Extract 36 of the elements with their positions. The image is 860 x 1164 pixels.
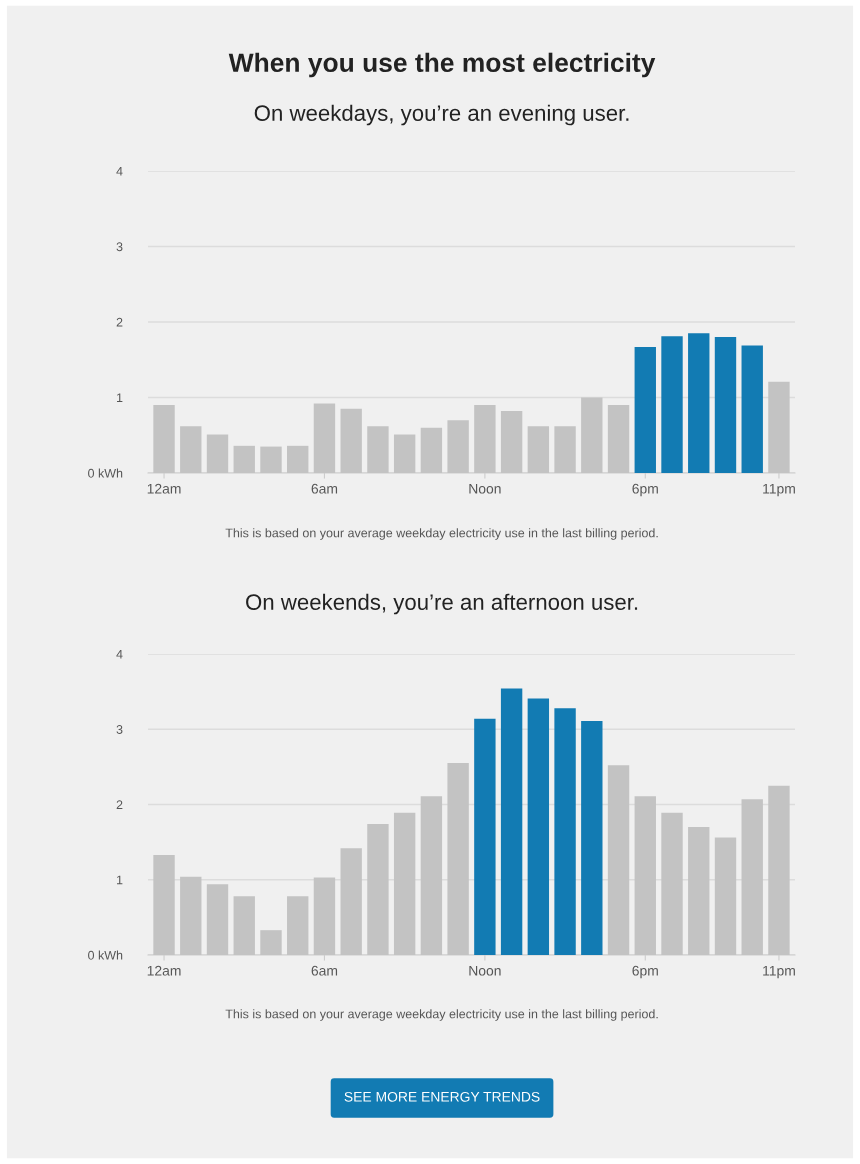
bar <box>527 698 550 955</box>
y-tick-label: 4 <box>116 649 123 659</box>
text: This is based on your average weekday electricity use in the last billing period. <box>225 1009 658 1021</box>
y-tick-label: 1 <box>117 393 123 403</box>
y-tick-label: 2 <box>116 317 123 327</box>
x-tick-label: 11pm <box>763 483 795 497</box>
bar <box>741 345 763 473</box>
bar <box>554 708 576 955</box>
y-tick-label: 2 <box>116 800 123 810</box>
chart-title: On weekends, you’re an afternoon user. <box>246 593 638 615</box>
chart-title: When you use the most electricity <box>228 52 656 78</box>
text: SEE MORE ENERGY TRENDS <box>344 1091 540 1102</box>
y-tick-label: 0 kWh <box>88 950 123 960</box>
x-tick-label: Noon <box>469 483 501 494</box>
x-tick-label: 11pm <box>763 965 795 979</box>
chart-subtitle: On weekdays, you’re an evening user. <box>254 104 629 126</box>
x-tick-label: 6am <box>311 483 338 494</box>
text: This is based on your average weekday electricity use in the last billing period. <box>225 528 658 540</box>
bar <box>581 720 603 955</box>
y-tick-label: 4 <box>116 166 123 176</box>
bar <box>474 718 496 955</box>
x-tick-label: Noon <box>469 965 501 976</box>
x-tick-label: 6pm <box>632 965 658 979</box>
x-tick-label: 6pm <box>632 483 658 497</box>
y-tick-label: 3 <box>116 242 123 252</box>
bar <box>714 337 737 473</box>
x-tick-label: 6am <box>311 965 338 976</box>
y-tick-label: 0 kWh <box>88 468 123 478</box>
y-tick-label: 3 <box>116 725 123 734</box>
y-tick-label: 1 <box>117 875 123 885</box>
bar <box>661 336 683 473</box>
bar <box>688 333 710 473</box>
x-tick-label: 12am <box>147 483 181 494</box>
bar <box>634 346 656 473</box>
bar <box>500 688 523 955</box>
x-tick-label: 12am <box>147 965 181 976</box>
